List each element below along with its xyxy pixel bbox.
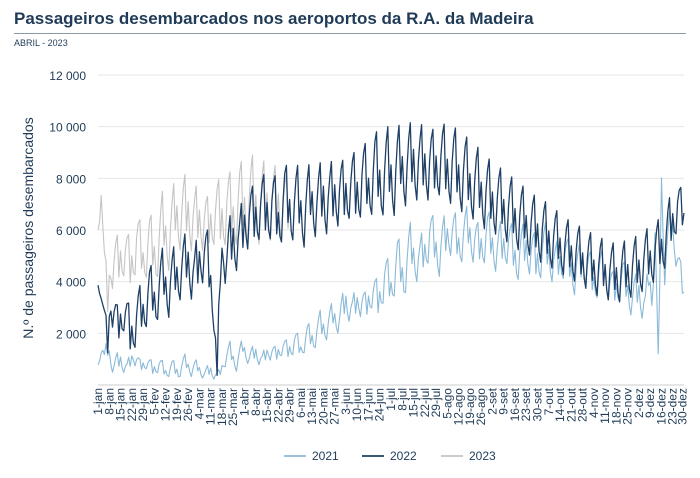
x-tick-label: 19-fev (170, 388, 184, 421)
chart-title: Passageiros desembarcados nos aeroportos… (14, 9, 534, 28)
x-tick-label: 8-jul (395, 388, 409, 411)
x-tick-label: 12-fev (159, 388, 173, 421)
x-tick-label: 30-dez (675, 388, 689, 425)
title-divider (14, 33, 686, 34)
x-tick-label: 6-mai (294, 388, 308, 418)
x-tick-label: 19-ago (463, 388, 477, 426)
x-tick-label: 25-nov (621, 388, 635, 425)
x-tick-label: 5-ago (440, 388, 454, 419)
x-tick-label: 16-set (508, 387, 522, 421)
x-tick-label: 2-set (485, 387, 499, 414)
x-tick-label: 27-mai (328, 388, 342, 425)
x-tick-label: 12-ago (452, 388, 466, 426)
y-tick-label: 4 000 (56, 276, 86, 290)
x-tick-label: 22-jul (418, 388, 432, 417)
x-tick-label: 29-jul (429, 388, 443, 417)
x-tick-label: 9-dez (643, 388, 657, 418)
y-axis-ticks: 2 000 4 000 6 000 8 000 10 000 12 000 (49, 69, 86, 341)
y-tick-label: 10 000 (49, 121, 86, 135)
x-tick-label: 15-jan (114, 388, 128, 421)
x-axis-ticks: 1-jan8-jan15-jan22-jan29-jan5-fev12-fev1… (91, 384, 689, 426)
y-tick-label: 8 000 (56, 172, 86, 186)
legend-label-2022: 2022 (390, 449, 417, 463)
y-tick-label: 6 000 (56, 224, 86, 238)
x-tick-label: 13-mai (305, 388, 319, 425)
x-tick-label: 15-abr (260, 388, 274, 423)
x-tick-label: 11-mar (204, 388, 218, 425)
x-tick-label: 28-out (576, 387, 590, 422)
chart-subtitle: ABRIL - 2023 (14, 38, 68, 48)
x-tick-label: 29-abr (283, 388, 297, 423)
x-tick-label: 21-out (564, 387, 578, 422)
x-tick-label: 1-jan (91, 388, 105, 415)
x-tick-label: 14-out (553, 387, 567, 422)
x-tick-label: 7-out (542, 387, 556, 415)
x-tick-label: 4-mar (192, 388, 206, 419)
x-tick-label: 22-jan (125, 388, 139, 421)
x-tick-label: 1-jul (384, 388, 398, 411)
x-tick-label: 22-abr (271, 388, 285, 423)
x-tick-label: 2-dez (632, 388, 646, 418)
x-tick-label: 17-jun (361, 388, 375, 421)
x-tick-label: 5-fev (147, 388, 161, 415)
x-tick-label: 26-fev (181, 388, 195, 421)
x-tick-label: 18-nov (609, 388, 623, 425)
x-tick-label: 10-jun (350, 388, 364, 421)
x-tick-label: 18-mar (215, 388, 229, 426)
series-lines (97, 122, 685, 380)
x-tick-label: 25-mar (226, 388, 240, 426)
x-tick-label: 8-jan (102, 388, 116, 415)
x-tick-label: 16-dez (654, 388, 668, 425)
x-tick-label: 26-ago (474, 388, 488, 426)
y-axis-label: N.º de passageiros desembarcados (20, 117, 36, 338)
x-tick-label: 29-jan (136, 388, 150, 421)
x-tick-label: 23-set (519, 387, 533, 421)
x-tick-label: 3-jun (339, 388, 353, 415)
series-line-2022 (97, 122, 685, 377)
legend-label-2023: 2023 (469, 449, 496, 463)
y-tick-label: 12 000 (49, 69, 86, 83)
x-tick-label: 23-dez (666, 388, 680, 425)
x-tick-label: 11-nov (598, 388, 612, 424)
x-tick-label: 24-jun (373, 388, 387, 421)
x-tick-label: 15-jul (407, 388, 421, 417)
x-tick-label: 8-abr (249, 388, 263, 416)
x-tick-label: 30-set (531, 387, 545, 421)
legend: 2021 2022 2023 (284, 449, 496, 463)
x-tick-label: 1-abr (238, 388, 252, 416)
legend-label-2021: 2021 (312, 449, 339, 463)
x-tick-label: 9-set (497, 387, 511, 414)
y-tick-label: 2 000 (56, 327, 86, 341)
x-tick-label: 20-mai (316, 388, 330, 425)
x-tick-label: 4-nov (587, 388, 601, 418)
